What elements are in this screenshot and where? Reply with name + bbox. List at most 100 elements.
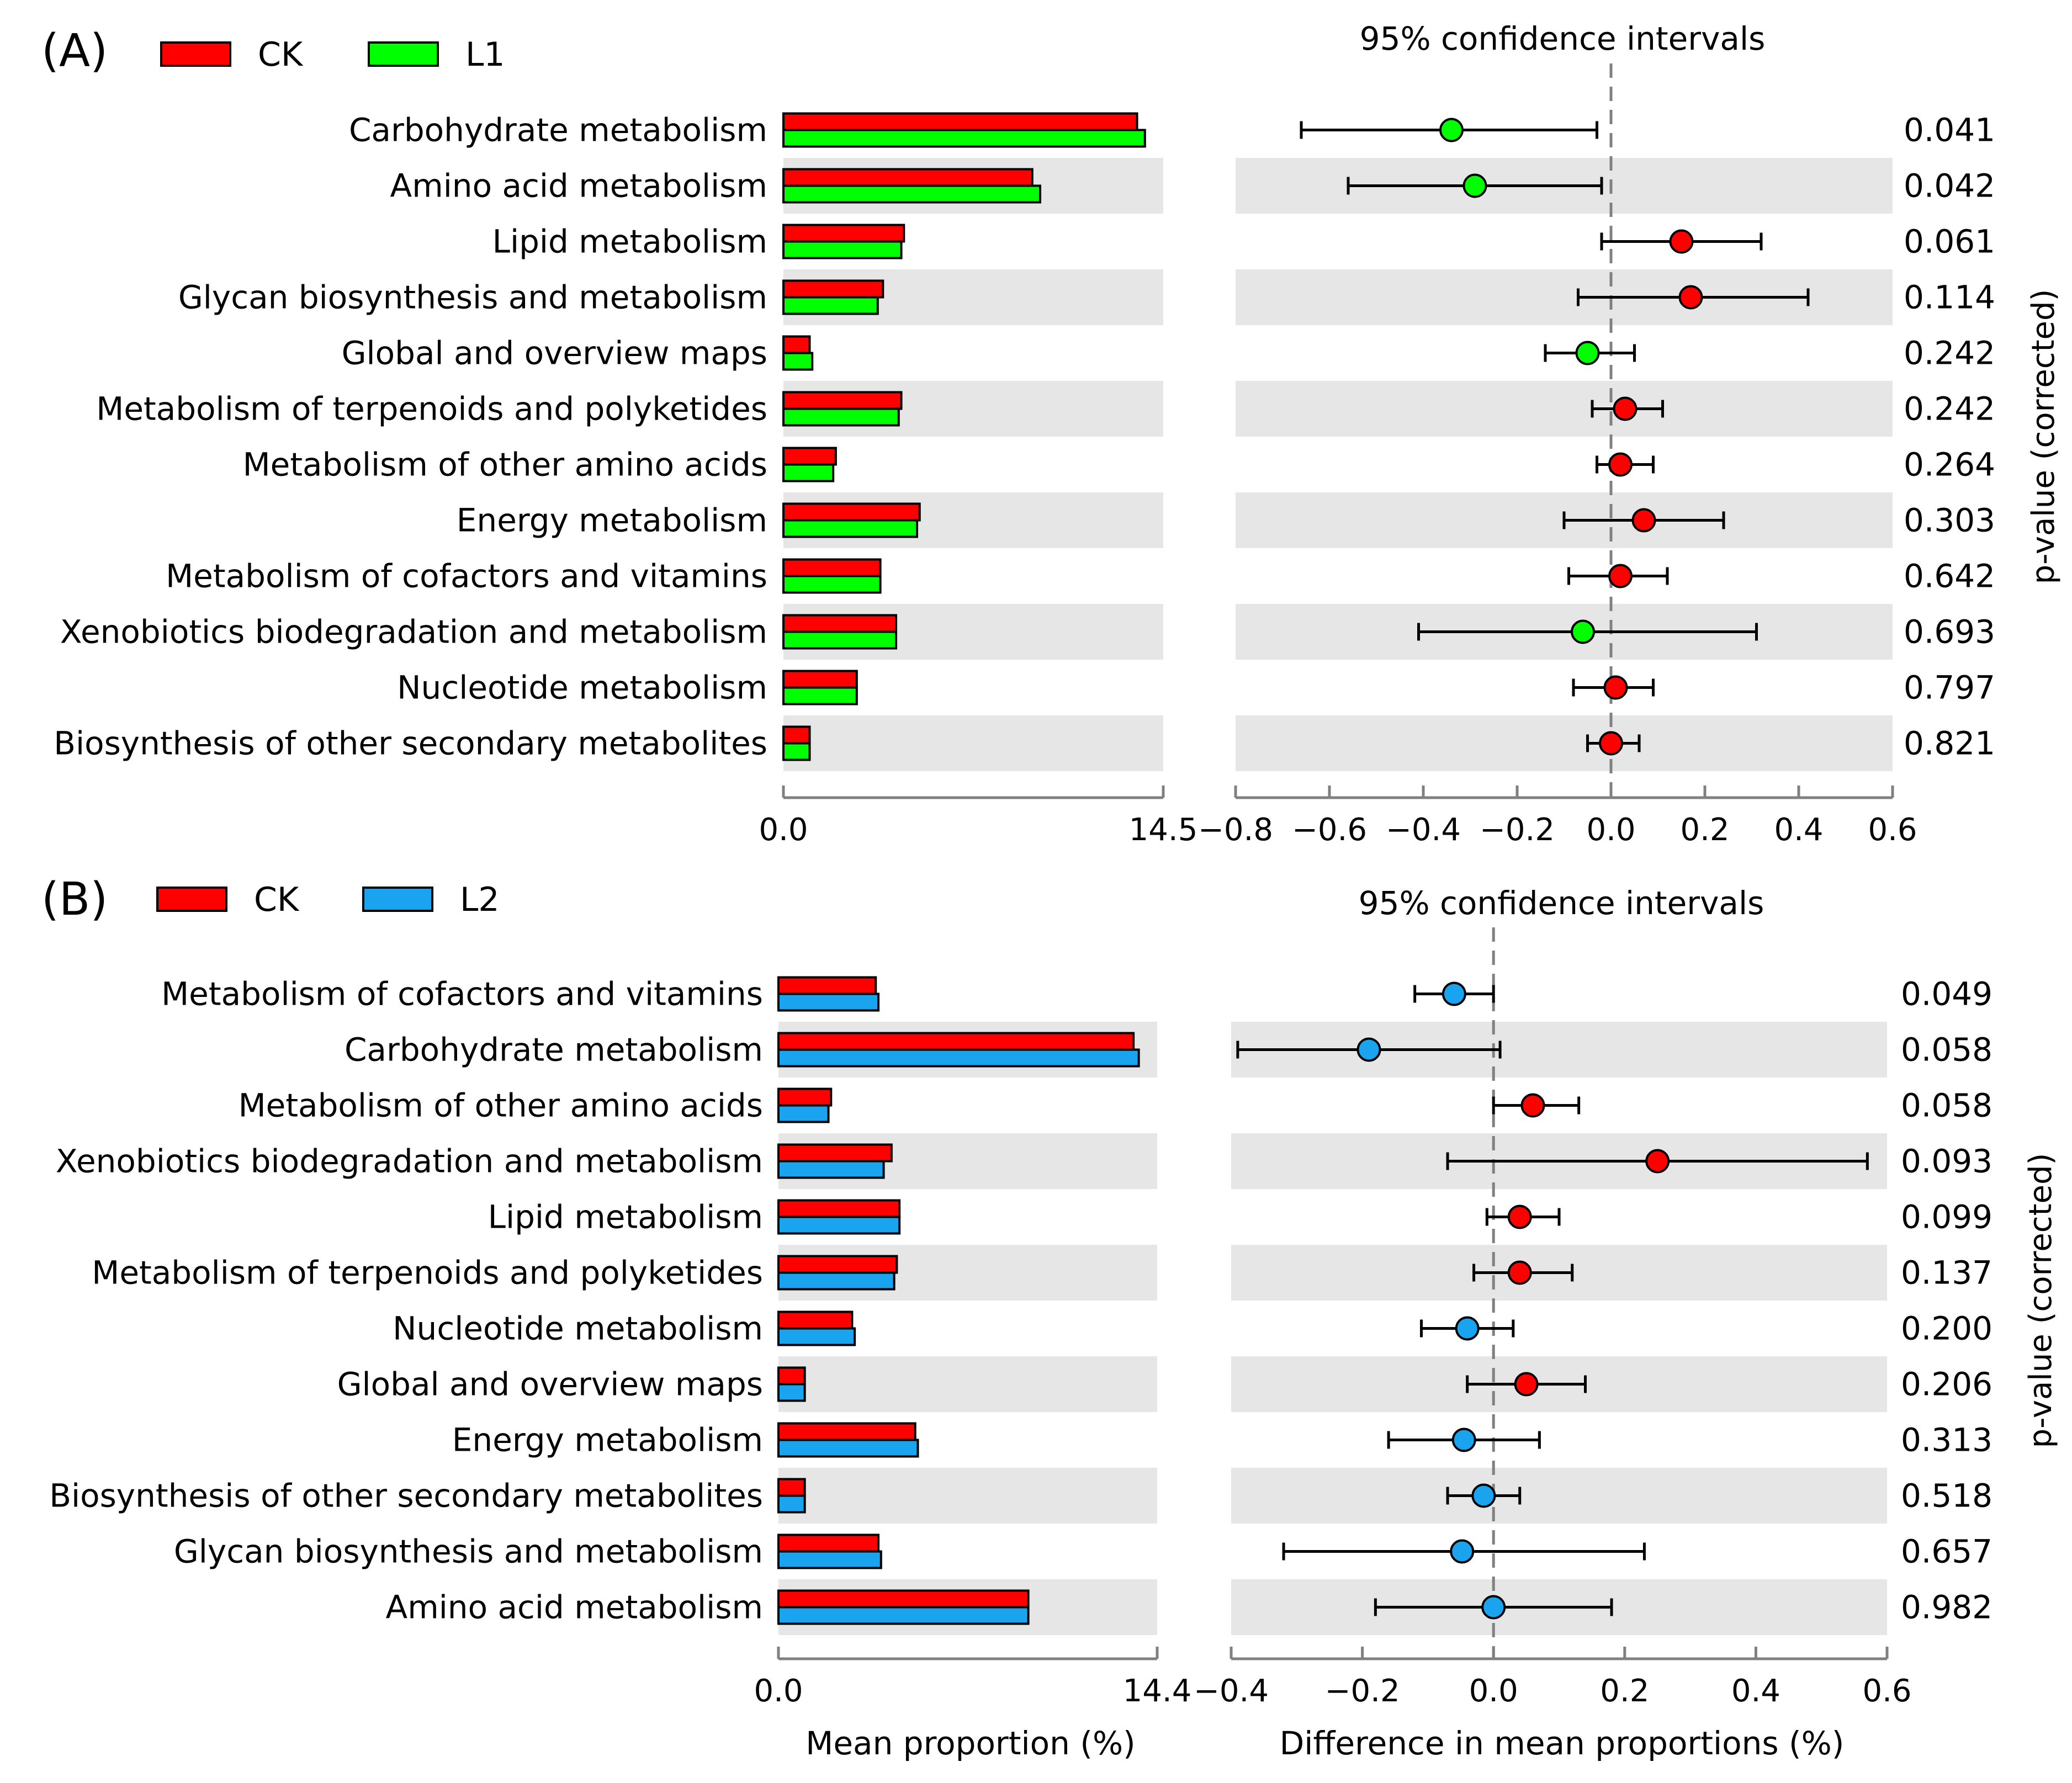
difference-point	[1442, 981, 1466, 1006]
category-label: Amino acid metabolism	[386, 1589, 763, 1626]
row-band-left	[778, 1356, 1157, 1412]
legend-swatch-ck	[160, 41, 231, 67]
right-tick-label: 0.4	[1731, 1673, 1780, 1709]
bar-ck	[777, 1143, 893, 1163]
bar-l2	[777, 1327, 856, 1346]
p-value: 0.041	[1904, 112, 1995, 149]
p-value: 0.642	[1904, 558, 1995, 595]
category-label: Xenobiotics biodegradation and metabolis…	[60, 613, 767, 651]
bar-ck	[777, 1310, 854, 1330]
bar-ck	[782, 279, 884, 299]
p-value: 0.200	[1901, 1310, 1992, 1347]
p-value: 0.206	[1901, 1366, 1992, 1403]
difference-point	[1571, 619, 1595, 644]
legend-label-ck: CK	[254, 880, 300, 919]
difference-point	[1631, 508, 1656, 533]
right-tick-label: −0.8	[1198, 812, 1273, 848]
bar-l2	[777, 993, 880, 1012]
right-tick-label: 0.6	[1862, 1673, 1911, 1709]
difference-point	[1608, 452, 1633, 477]
difference-point	[1599, 731, 1623, 756]
bar-l1	[782, 630, 898, 650]
bar-l2	[777, 1160, 885, 1179]
p-value: 0.114	[1904, 279, 1995, 316]
bar-ck	[782, 725, 811, 745]
category-label: Lipid metabolism	[492, 223, 767, 261]
bar-ck	[782, 502, 921, 522]
category-label: Energy metabolism	[452, 1421, 763, 1459]
category-label: Amino acid metabolism	[390, 167, 767, 205]
p-value: 0.099	[1901, 1198, 1992, 1236]
difference-point	[1481, 1595, 1506, 1620]
p-value: 0.242	[1904, 335, 1995, 372]
bar-l1	[782, 129, 1146, 148]
p-value: 0.242	[1904, 390, 1995, 428]
panel-label: (A)	[41, 25, 108, 77]
p-value: 0.058	[1901, 1031, 1992, 1069]
difference-point	[1439, 118, 1464, 142]
legend-label-l1: L1	[465, 35, 505, 74]
bar-l2	[777, 1550, 882, 1569]
legend-label-ck: CK	[258, 35, 304, 74]
p-value: 0.313	[1901, 1421, 1992, 1459]
bar-l2	[777, 1383, 806, 1402]
difference-point	[1608, 564, 1633, 588]
difference-point	[1575, 341, 1600, 365]
bar-l1	[782, 296, 879, 315]
left-tick-label: 14.4	[1123, 1673, 1192, 1709]
category-label: Metabolism of terpenoids and polyketides	[96, 390, 767, 428]
p-value: 0.137	[1901, 1254, 1992, 1292]
row-band-right	[1231, 1468, 1887, 1524]
legend-label-l2: L2	[460, 880, 500, 919]
legend-swatch-ck	[156, 887, 227, 912]
category-label: Nucleotide metabolism	[393, 1310, 763, 1347]
row-band-right	[1236, 715, 1893, 771]
bar-l1	[782, 184, 1041, 204]
right-tick-label: 0.0	[1586, 812, 1635, 848]
bar-ck	[782, 558, 882, 577]
difference-point	[1603, 675, 1628, 700]
left-tick-label: 0.0	[759, 812, 808, 848]
bar-l1	[782, 686, 858, 705]
difference-point	[1507, 1260, 1532, 1285]
right-tick-label: 0.4	[1774, 812, 1823, 848]
category-label: Glycan biosynthesis and metabolism	[174, 1533, 763, 1570]
bar-l2	[777, 1271, 895, 1291]
left-tick-label: 0.0	[754, 1673, 803, 1709]
bar-ck	[777, 1533, 880, 1553]
bar-ck	[782, 447, 837, 466]
left-x-axis-label: Mean proportion (%)	[806, 1724, 1135, 1762]
difference-point	[1514, 1372, 1539, 1397]
p-value: 0.058	[1901, 1087, 1992, 1124]
bar-ck	[782, 670, 858, 689]
bar-l2	[777, 1494, 806, 1514]
bar-ck	[782, 168, 1034, 187]
p-value: 0.303	[1904, 502, 1995, 539]
category-label: Biosynthesis of other secondary metaboli…	[49, 1477, 763, 1515]
bar-ck	[782, 391, 903, 410]
category-label: Metabolism of terpenoids and polyketides	[92, 1254, 763, 1292]
right-tick-label: 0.2	[1600, 1673, 1649, 1709]
right-tick-label: 0.0	[1469, 1673, 1518, 1709]
category-label: Global and overview maps	[342, 335, 767, 372]
difference-point	[1645, 1149, 1670, 1174]
difference-point	[1471, 1483, 1496, 1508]
p-value: 0.061	[1904, 223, 1995, 261]
bar-ck	[782, 224, 905, 243]
row-band-right	[1236, 381, 1893, 437]
bar-ck	[777, 1366, 806, 1386]
right-tick-label: −0.4	[1386, 812, 1461, 848]
category-label: Nucleotide metabolism	[397, 669, 767, 707]
bar-l2	[777, 1048, 1140, 1068]
category-label: Biosynthesis of other secondary metaboli…	[54, 725, 767, 762]
bar-l1	[782, 575, 882, 594]
difference-point	[1507, 1204, 1532, 1229]
difference-point	[1356, 1037, 1381, 1062]
p-value: 0.821	[1904, 725, 1995, 762]
bar-ck	[782, 335, 811, 354]
category-label: Metabolism of other amino acids	[243, 446, 767, 484]
bar-l1	[782, 519, 918, 538]
bar-l1	[782, 352, 814, 371]
category-label: Carbohydrate metabolism	[345, 1031, 763, 1069]
category-label: Carbohydrate metabolism	[349, 112, 767, 149]
